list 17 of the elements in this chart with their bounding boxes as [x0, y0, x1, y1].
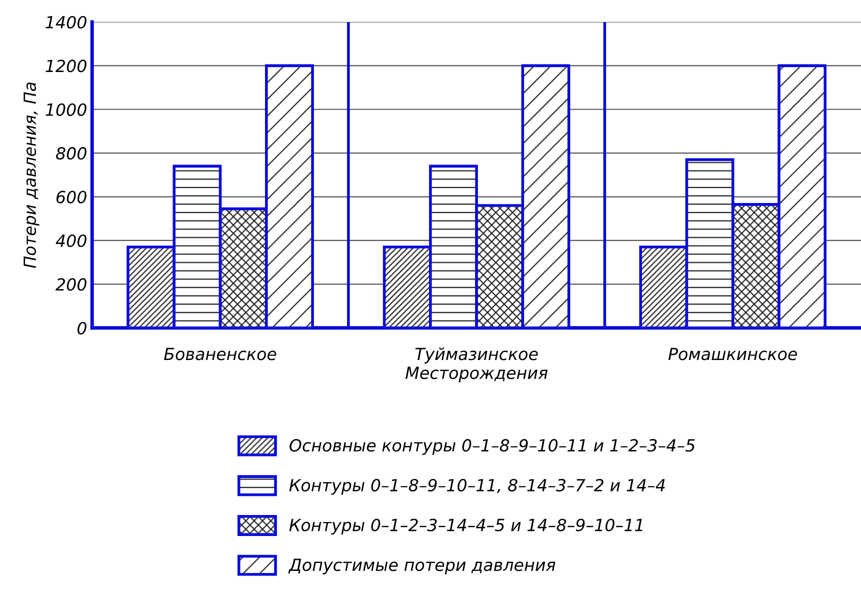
y-tick-label: 200 — [56, 278, 86, 291]
legend-label: Допустимые потери давления — [288, 558, 556, 574]
y-tick-label: 1000 — [46, 103, 86, 116]
x-tick-label: Бованенское — [164, 348, 276, 360]
x-tick-label: Ромашкинское — [668, 348, 797, 360]
y-tick-label: 1200 — [46, 60, 86, 72]
y-axis-title: Потери давления, Па — [24, 82, 40, 268]
y-tick-label: 600 — [56, 190, 86, 204]
y-tick-label: 0 — [77, 322, 86, 334]
y-tick-label: 400 — [56, 234, 86, 248]
x-axis-title: Месторождения — [405, 366, 548, 382]
y-tick-label: 800 — [56, 147, 86, 160]
y-tick-label: 1400 — [46, 16, 86, 29]
legend-label: Основные контуры 0–1–8–9–10–11 и 1–2–3–4–5 — [290, 439, 695, 455]
x-tick-label: Туймазинское — [415, 347, 538, 364]
legend-label: Контуры 0–1–8–9–10–11, 8–14–3–7–2 и 14–4 — [289, 478, 665, 495]
legend-label: Контуры 0–1–2–3–14–4–5 и 14–8–9–10–11 — [289, 518, 642, 535]
